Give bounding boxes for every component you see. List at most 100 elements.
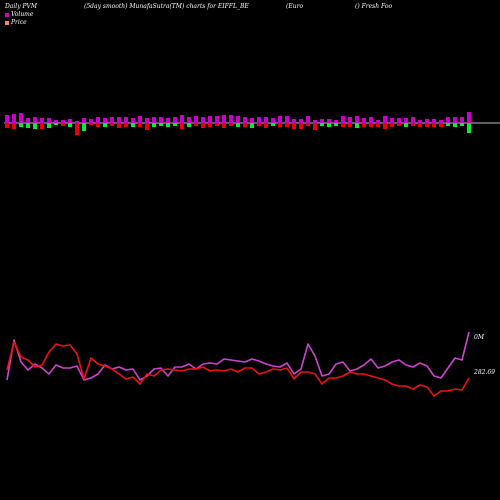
volume-end-label: 0M — [474, 334, 484, 341]
volume-bar-up — [397, 118, 401, 123]
volume-bar-down — [103, 123, 107, 127]
volume-bar-up — [348, 117, 352, 123]
volume-bar-up — [376, 120, 380, 123]
volume-bar-down — [68, 123, 72, 127]
volume-bar-down — [75, 123, 79, 135]
volume-bar-up — [89, 119, 93, 123]
volume-bar-up — [411, 117, 415, 123]
volume-bar-down — [243, 123, 247, 127]
volume-bar-up — [33, 117, 37, 123]
volume-bar-up — [425, 119, 429, 123]
volume-bar-down — [411, 123, 415, 126]
volume-bar-up — [453, 117, 457, 123]
volume-bar-down — [166, 123, 170, 127]
volume-bar-up — [278, 116, 282, 123]
volume-bar-down — [5, 123, 9, 128]
volume-bar-up — [152, 117, 156, 123]
volume-bar-down — [117, 123, 121, 128]
volume-bar-up — [82, 118, 86, 123]
volume-bar-down — [327, 123, 331, 127]
volume-bar-up — [201, 117, 205, 123]
trend-lines — [6, 331, 470, 397]
volume-bar-down — [348, 123, 352, 127]
volume-bar-down — [257, 123, 261, 126]
volume-bar-down — [390, 123, 394, 127]
volume-bar-up — [208, 116, 212, 123]
volume-bar-down — [362, 123, 366, 127]
volume-bar-up — [264, 117, 268, 123]
volume-bar-up — [446, 117, 450, 123]
volume-bar-up — [131, 118, 135, 123]
volume-bar-up — [271, 118, 275, 123]
volume-bar-up — [222, 115, 226, 123]
volume-bar-down — [418, 123, 422, 127]
volume-bar-down — [47, 123, 51, 128]
volume-bar-up — [439, 120, 443, 123]
volume-bar-down — [215, 123, 219, 126]
volume-bar-down — [89, 123, 93, 125]
volume-bar-down — [54, 123, 58, 125]
volume-bar-up — [180, 115, 184, 123]
volume-bar-down — [33, 123, 37, 129]
volume-bar-down — [271, 123, 275, 126]
volume-bar-down — [313, 123, 317, 130]
volume-bar-up — [334, 120, 338, 123]
volume-bar-up — [250, 118, 254, 123]
volume-bar-up — [145, 118, 149, 123]
volume-bar-down — [250, 123, 254, 128]
volume-bar-down — [124, 123, 128, 127]
volume-bar-down — [453, 123, 457, 127]
volume-bar-down — [306, 123, 310, 126]
legend-volume-label: Volume — [11, 11, 34, 18]
legend-price-label: Price — [11, 19, 27, 26]
volume-bar-down — [61, 123, 65, 126]
volume-bar-up — [236, 116, 240, 123]
volume-bar-down — [460, 123, 464, 126]
volume-bar-down — [131, 123, 135, 127]
volume-bar-up — [19, 113, 23, 123]
legend-volume: Volume — [5, 11, 33, 18]
volume-bar-down — [180, 123, 184, 129]
volume-bar-up — [68, 119, 72, 123]
volume-bar-down — [278, 123, 282, 127]
volume-bar-down — [404, 123, 408, 127]
volume-bar-up — [40, 118, 44, 123]
volume-bars — [5, 112, 471, 135]
volume-bar-down — [138, 123, 142, 127]
volume-bar-down — [145, 123, 149, 130]
volume-bar-down — [40, 123, 44, 129]
volume-bar-down — [173, 123, 177, 126]
volume-bar-down — [152, 123, 156, 127]
legend-volume-swatch — [5, 12, 9, 17]
volume-bar-up — [306, 116, 310, 123]
volume-bar-down — [264, 123, 268, 128]
volume-bar-up — [194, 116, 198, 123]
volume-bar-down — [159, 123, 163, 126]
volume-bar-up — [362, 118, 366, 123]
volume-bar-down — [82, 123, 86, 131]
volume-bar-down — [194, 123, 198, 126]
volume-bar-down — [19, 123, 23, 127]
volume-bar-up — [96, 117, 100, 123]
volume-bar-down — [355, 123, 359, 128]
volume-bar-down — [334, 123, 338, 126]
volume-bar-up — [327, 119, 331, 123]
header-right-1: (Euro — [286, 3, 304, 10]
legend-price: Price — [5, 19, 27, 26]
volume-bar-up — [467, 112, 471, 123]
volume-bar-up — [75, 121, 79, 123]
volume-bar-down — [236, 123, 240, 127]
volume-bar-up — [215, 116, 219, 123]
volume-bar-up — [117, 117, 121, 123]
volume-bar-down — [341, 123, 345, 127]
header-right-2: () Fresh Foo — [355, 3, 393, 10]
volume-bar-up — [369, 117, 373, 123]
header-left: Daily PVM — [5, 3, 38, 10]
volume-bar-down — [285, 123, 289, 127]
volume-bar-down — [425, 123, 429, 127]
volume-bar-up — [285, 116, 289, 123]
volume-bar-up — [103, 118, 107, 123]
volume-line — [6, 331, 470, 381]
